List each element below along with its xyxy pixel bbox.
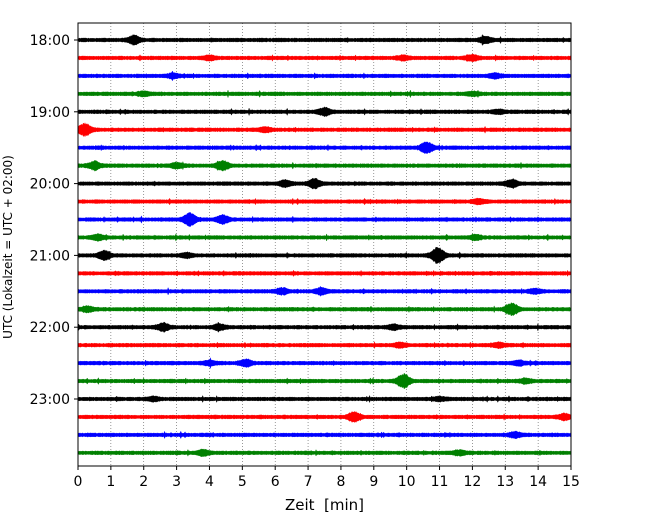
x-axis-label: Zeit [min] xyxy=(285,496,364,514)
plot-frame xyxy=(77,22,572,467)
y-tick-label: 18:00 xyxy=(30,33,70,49)
x-tick-label: 11 xyxy=(431,474,449,490)
y-tick-label: 21:00 xyxy=(30,248,70,264)
x-tick-label: 13 xyxy=(496,474,514,490)
x-tick-label: 2 xyxy=(139,474,148,490)
x-axis: 0 1 2 3 4 5 6 7 8 9 10 11 12 13 14 15 xyxy=(74,466,580,490)
y-axis: 18:00 19:00 20:00 21:00 22:00 23:00 xyxy=(30,33,78,408)
x-tick-label: 1 xyxy=(106,474,115,490)
x-tick-label: 0 xyxy=(74,474,83,490)
x-tick-label: 4 xyxy=(205,474,214,490)
x-tick-label: 5 xyxy=(238,474,247,490)
x-tick-label: 10 xyxy=(398,474,416,490)
x-tick-label: 3 xyxy=(172,474,181,490)
trace-lines xyxy=(77,34,572,457)
y-tick-label: 20:00 xyxy=(30,177,70,193)
x-tick-label: 15 xyxy=(562,474,580,490)
x-tick-label: 6 xyxy=(271,474,280,490)
y-tick-label: 22:00 xyxy=(30,320,70,336)
x-tick-label: 9 xyxy=(369,474,378,490)
y-axis-label: UTC (Lokalzeit = UTC + 02:00) xyxy=(1,155,15,339)
x-tick-label: 8 xyxy=(336,474,345,490)
x-tick-label: 7 xyxy=(304,474,313,490)
x-tick-label: 14 xyxy=(529,474,547,490)
y-tick-label: 19:00 xyxy=(30,105,70,121)
y-tick-label: 23:00 xyxy=(30,392,70,408)
x-tick-label: 12 xyxy=(463,474,481,490)
